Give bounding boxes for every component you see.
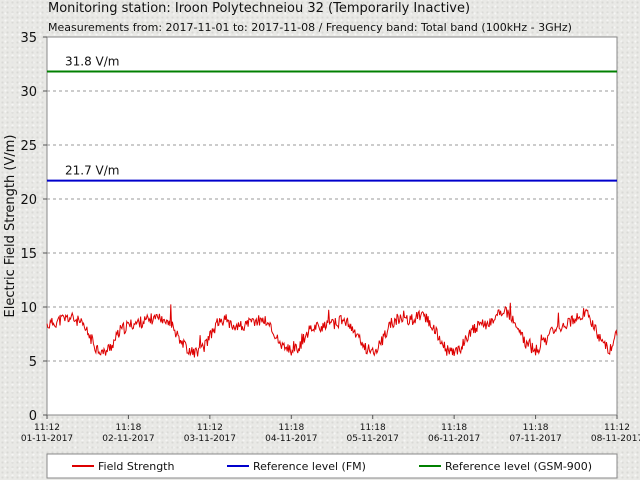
x-tick-date: 02-11-2017 xyxy=(102,434,154,444)
x-tick-time: 11:12 xyxy=(604,423,630,433)
y-tick-label: 30 xyxy=(20,85,37,100)
x-tick-time: 11:12 xyxy=(197,423,223,433)
x-tick-time: 11:18 xyxy=(360,423,386,433)
x-tick-date: 08-11-2017 xyxy=(591,434,640,444)
y-tick-label: 5 xyxy=(29,355,37,370)
x-tick-date: 01-11-2017 xyxy=(21,434,73,444)
x-tick-date: 06-11-2017 xyxy=(428,434,480,444)
reference-line-label: 21.7 V/m xyxy=(65,164,119,178)
x-tick-date: 07-11-2017 xyxy=(509,434,561,444)
x-tick-time: 11:18 xyxy=(523,423,549,433)
plot-area xyxy=(46,36,618,416)
legend: Field Strength Reference level (FM) Refere… xyxy=(72,460,592,473)
x-tick-time: 11:18 xyxy=(115,423,141,433)
chart-subtitle: Measurements from: 2017-11-01 to: 2017-1… xyxy=(48,21,572,34)
x-tick-time: 11:12 xyxy=(34,423,60,433)
legend-label: Reference level (FM) xyxy=(253,460,366,473)
x-tick-date: 04-11-2017 xyxy=(265,434,317,444)
y-tick-label: 0 xyxy=(29,409,37,424)
series-group xyxy=(46,302,618,358)
y-tick-label: 10 xyxy=(20,301,37,316)
y-axis-label: Electric Field Strength (V/m) xyxy=(3,135,18,318)
y-tick-label: 25 xyxy=(20,139,37,154)
y-tick-label: 20 xyxy=(20,193,37,208)
series-line-field-strength xyxy=(46,302,618,358)
x-axis-ticks: 11:1201-11-201711:1802-11-201711:1203-11… xyxy=(21,415,640,444)
y-tick-label: 35 xyxy=(20,31,37,46)
x-tick-date: 03-11-2017 xyxy=(184,434,236,444)
legend-label: Field Strength xyxy=(98,460,174,473)
x-tick-time: 11:18 xyxy=(278,423,304,433)
reference-lines: 31.8 V/m 21.7 V/m xyxy=(47,55,617,182)
x-tick-date: 05-11-2017 xyxy=(347,434,399,444)
chart-title: Monitoring station: Iroon Polytechneiou … xyxy=(48,1,471,16)
legend-label: Reference level (GSM-900) xyxy=(445,460,592,473)
grid-lines xyxy=(47,90,617,362)
x-tick-time: 11:18 xyxy=(441,423,467,433)
y-tick-label: 15 xyxy=(20,247,37,262)
legend-box xyxy=(46,453,618,479)
y-axis-ticks: 0 5 10 15 20 25 30 35 xyxy=(20,31,47,424)
reference-line-label: 31.8 V/m xyxy=(65,55,119,69)
